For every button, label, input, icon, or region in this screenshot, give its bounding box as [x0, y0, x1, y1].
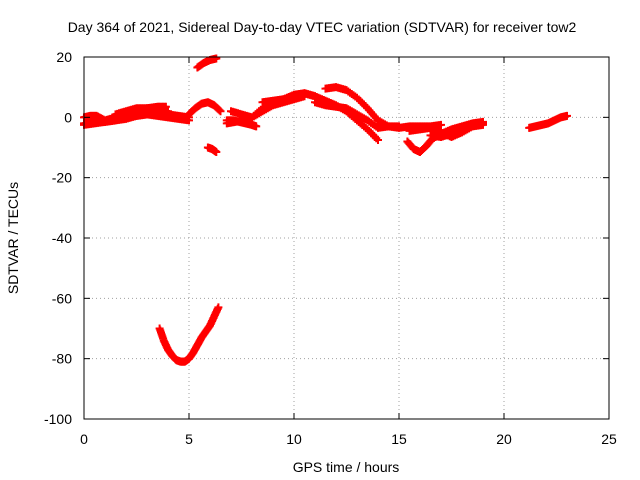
y-tick-label: -20 [52, 170, 72, 186]
x-tick-label: 25 [601, 431, 617, 447]
x-tick-label: 15 [391, 431, 407, 447]
data-point [479, 120, 487, 129]
series-arc-5 [185, 98, 225, 119]
x-axis-label: GPS time / hours [293, 459, 400, 475]
data-point [563, 111, 571, 120]
series-arc-18 [525, 111, 571, 132]
y-tick-label: -80 [52, 351, 72, 367]
series-arc-14 [311, 98, 403, 132]
x-tick-label: 10 [286, 431, 302, 447]
data-point [212, 54, 221, 63]
y-tick-label: -60 [52, 290, 72, 306]
data-points [80, 54, 571, 366]
series-arc-4 [111, 104, 172, 119]
data-point [164, 107, 172, 116]
data-point [212, 148, 221, 157]
series-arc-6 [193, 54, 221, 72]
axis-ticks: -100 -80 -60 -40 -20 0 20 0 5 10 15 20 25 [44, 49, 617, 447]
data-point [374, 135, 382, 144]
x-tick-label: 5 [185, 431, 193, 447]
data-point [215, 106, 224, 115]
y-tick-label: 20 [56, 49, 72, 65]
y-axis-label: SDTVAR / TECUs [5, 182, 21, 294]
y-tick-label: 0 [64, 109, 72, 125]
y-tick-label: -100 [44, 411, 72, 427]
data-point [252, 122, 261, 131]
series-arc-8 [155, 303, 223, 366]
x-tick-label: 0 [80, 431, 88, 447]
series-arc-7 [203, 143, 221, 157]
y-tick-label: -40 [52, 230, 72, 246]
data-point [437, 120, 445, 129]
chart-title: Day 364 of 2021, Sidereal Day-to-day VTE… [68, 19, 577, 35]
data-point [395, 122, 403, 131]
series-arc-17 [426, 120, 487, 141]
series-arc-3 [80, 110, 193, 128]
data-point [216, 107, 225, 116]
data-point [214, 303, 223, 312]
x-tick-label: 20 [496, 431, 512, 447]
